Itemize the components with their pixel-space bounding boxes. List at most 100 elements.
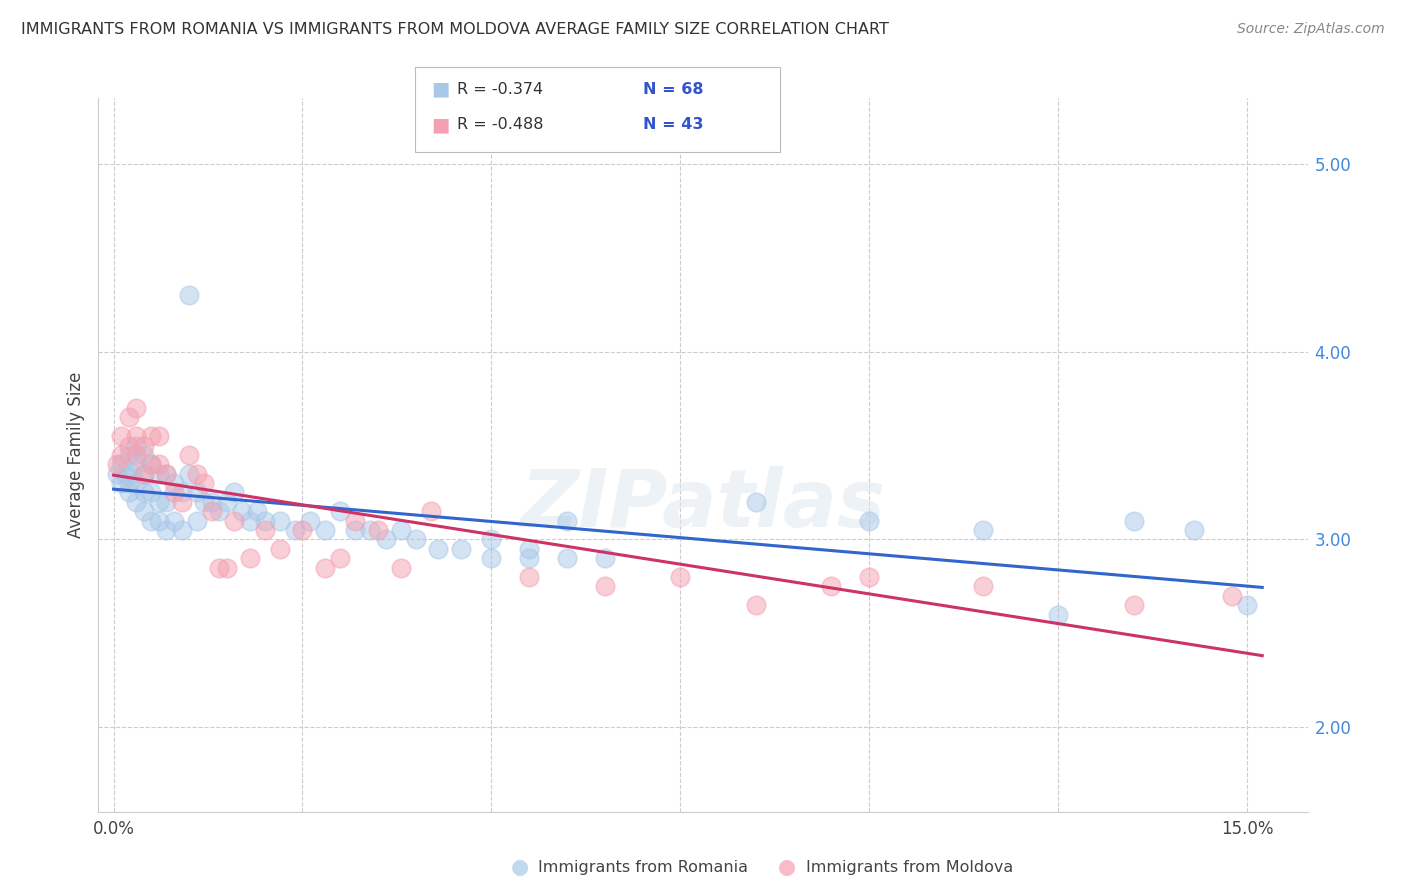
Point [858, 514, 880, 528]
Point [179, 288, 201, 302]
Point [299, 514, 322, 528]
Point [224, 485, 246, 500]
Point [389, 560, 412, 574]
Text: ●: ● [512, 857, 529, 877]
Point [179, 448, 201, 462]
Point [745, 598, 768, 612]
Point [148, 495, 170, 509]
Point [141, 458, 163, 472]
Point [858, 570, 880, 584]
Point [593, 579, 616, 593]
Point [105, 458, 128, 472]
Point [141, 514, 163, 528]
Point [125, 476, 148, 491]
Point [481, 533, 503, 547]
Point [427, 541, 450, 556]
Point [669, 570, 692, 584]
Point [593, 551, 616, 566]
Text: ●: ● [779, 857, 796, 877]
Point [208, 504, 231, 518]
Point [201, 504, 224, 518]
Point [141, 458, 163, 472]
Point [125, 448, 148, 462]
Point [170, 495, 193, 509]
Point [118, 438, 141, 452]
Point [118, 410, 141, 425]
Point [344, 523, 367, 537]
Point [253, 523, 276, 537]
Point [253, 514, 276, 528]
Point [193, 476, 215, 491]
Point [374, 533, 396, 547]
Point [125, 458, 148, 472]
Point [224, 514, 246, 528]
Point [163, 485, 186, 500]
Point [208, 560, 231, 574]
Point [141, 485, 163, 500]
Point [1220, 589, 1243, 603]
Text: ■: ■ [432, 115, 450, 135]
Point [132, 485, 155, 500]
Point [1122, 598, 1144, 612]
Text: Immigrants from Romania: Immigrants from Romania [538, 860, 748, 874]
Point [246, 504, 269, 518]
Point [132, 448, 155, 462]
Text: N = 68: N = 68 [643, 82, 703, 96]
Point [389, 523, 412, 537]
Point [291, 523, 314, 537]
Point [269, 514, 291, 528]
Point [110, 429, 132, 443]
Point [148, 467, 170, 481]
Text: R = -0.488: R = -0.488 [457, 118, 544, 132]
Point [163, 476, 186, 491]
Text: Source: ZipAtlas.com: Source: ZipAtlas.com [1237, 22, 1385, 37]
Point [186, 514, 208, 528]
Point [215, 560, 238, 574]
Point [170, 485, 193, 500]
Point [121, 467, 143, 481]
Text: N = 43: N = 43 [643, 118, 703, 132]
Point [1122, 514, 1144, 528]
Point [1047, 607, 1070, 622]
Point [148, 458, 170, 472]
Point [110, 448, 132, 462]
Point [170, 523, 193, 537]
Text: Immigrants from Moldova: Immigrants from Moldova [806, 860, 1012, 874]
Point [555, 514, 578, 528]
Point [555, 551, 578, 566]
Point [820, 579, 842, 593]
Point [155, 523, 177, 537]
Point [517, 541, 540, 556]
Point [193, 495, 215, 509]
Point [148, 429, 170, 443]
Point [132, 467, 155, 481]
Point [215, 495, 238, 509]
Point [745, 495, 768, 509]
Point [132, 467, 155, 481]
Point [367, 523, 389, 537]
Point [972, 523, 994, 537]
Point [118, 485, 141, 500]
Point [125, 401, 148, 415]
Point [269, 541, 291, 556]
Point [125, 438, 148, 452]
Point [114, 467, 136, 481]
Point [110, 476, 132, 491]
Point [481, 551, 503, 566]
Text: ■: ■ [432, 79, 450, 99]
Point [118, 448, 141, 462]
Point [132, 438, 155, 452]
Point [314, 560, 336, 574]
Point [517, 570, 540, 584]
Point [186, 485, 208, 500]
Point [155, 467, 177, 481]
Point [125, 495, 148, 509]
Point [148, 514, 170, 528]
Point [155, 495, 177, 509]
Point [179, 467, 201, 481]
Point [360, 523, 382, 537]
Point [972, 579, 994, 593]
Point [132, 504, 155, 518]
Point [201, 495, 224, 509]
Point [110, 458, 132, 472]
